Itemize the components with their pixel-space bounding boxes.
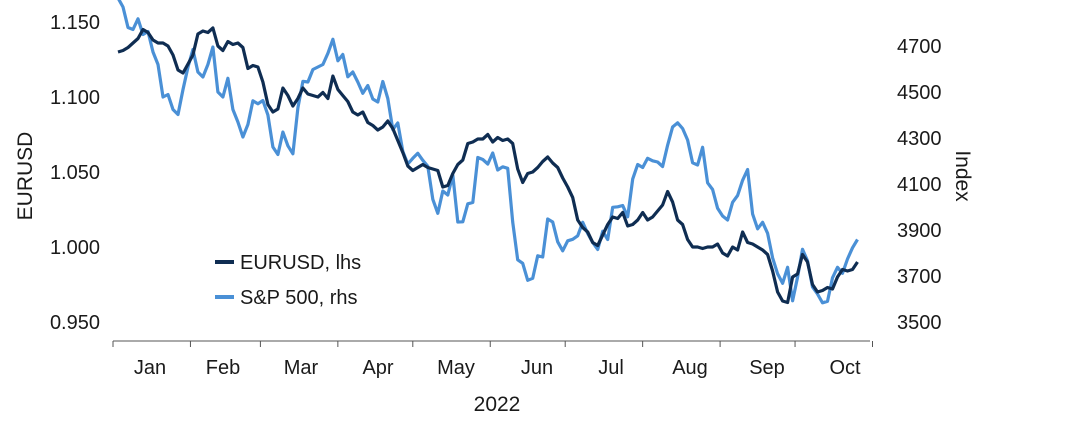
left-y-axis-title: EURUSD <box>14 132 37 221</box>
right-y-tick-label: 4700 <box>897 36 942 58</box>
left-y-tick-label: 0.950 <box>50 312 100 334</box>
x-tick-label: May <box>437 357 475 379</box>
right-y-tick-labels: 4700 4500 4300 4100 3900 3700 3500 <box>897 36 942 334</box>
x-tick-label: Jan <box>134 357 166 379</box>
x-tick-label: Mar <box>284 357 319 379</box>
right-y-tick-label: 4100 <box>897 174 942 196</box>
right-y-tick-label: 4300 <box>897 128 942 150</box>
legend-label-spx: S&P 500, rhs <box>240 287 357 309</box>
right-y-tick-label: 4500 <box>897 82 942 104</box>
right-y-axis-title: Index <box>951 150 974 202</box>
right-y-tick-label: 3500 <box>897 312 942 334</box>
legend-label-eurusd: EURUSD, lhs <box>240 252 361 274</box>
x-axis-title: 2022 <box>474 393 521 416</box>
x-tick-label: Sep <box>749 357 785 379</box>
left-y-tick-label: 1.000 <box>50 237 100 259</box>
x-tick-label: Jun <box>521 357 553 379</box>
x-tick-label: Jul <box>598 357 624 379</box>
left-y-tick-label: 1.100 <box>50 87 100 109</box>
x-tick-label: Oct <box>829 357 861 379</box>
right-y-tick-label: 3700 <box>897 266 942 288</box>
x-tick-labels: Jan Feb Mar Apr May Jun Jul Aug Sep Oct <box>134 357 861 379</box>
series-line-eurusd <box>117 26 859 305</box>
left-y-tick-label: 1.050 <box>50 162 100 184</box>
series-lines <box>117 0 859 305</box>
x-tick-label: Aug <box>672 357 708 379</box>
x-tick-label: Feb <box>206 357 240 379</box>
left-y-tick-label: 1.150 <box>50 12 100 34</box>
left-y-tick-labels: 1.150 1.100 1.050 1.000 0.950 <box>50 12 100 334</box>
series-line-spx <box>117 0 859 305</box>
x-axis-ticks <box>112 341 873 347</box>
x-tick-label: Apr <box>362 357 393 379</box>
legend: EURUSD, lhs S&P 500, rhs <box>215 252 361 309</box>
right-y-tick-label: 3900 <box>897 220 942 242</box>
